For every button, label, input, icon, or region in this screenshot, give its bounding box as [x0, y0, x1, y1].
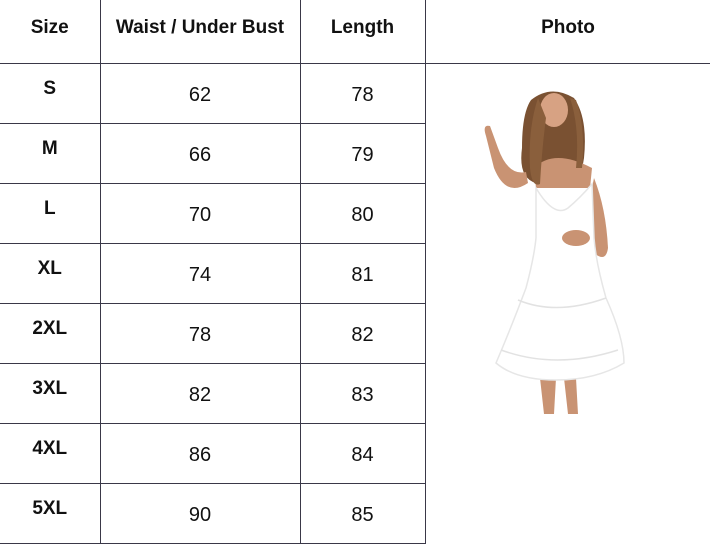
size-cell: 2XL [0, 303, 101, 364]
table-row: 2XL 78 82 [0, 303, 710, 364]
length-cell: 80 [299, 183, 426, 244]
length-cell: 78 [299, 63, 426, 124]
header-length: Length [299, 0, 426, 64]
length-cell: 84 [299, 423, 426, 484]
table-row: S 62 78 [0, 63, 710, 544]
header-photo: Photo [424, 0, 710, 64]
waist-cell: 90 [99, 483, 301, 544]
waist-cell: 86 [99, 423, 301, 484]
header-size: Size [0, 0, 101, 64]
waist-cell: 82 [99, 363, 301, 424]
product-photo [484, 91, 625, 414]
size-cell: XL [0, 243, 101, 304]
size-cell: S [0, 63, 101, 124]
length-cell: 83 [299, 363, 426, 424]
size-cell: 3XL [0, 363, 101, 424]
waist-cell: 70 [99, 183, 301, 244]
waist-cell: 78 [99, 303, 301, 364]
photo-cell [424, 63, 710, 544]
length-cell: 81 [299, 243, 426, 304]
waist-cell: 66 [99, 123, 301, 184]
table-row: XL 74 81 [0, 243, 710, 304]
size-cell: L [0, 183, 101, 244]
table-row: M 66 79 [0, 123, 710, 184]
length-cell: 85 [299, 483, 426, 544]
size-cell: M [0, 123, 101, 184]
header-waist: Waist / Under Bust [99, 0, 301, 64]
size-cell: 4XL [0, 423, 101, 484]
header-row: Size Waist / Under Bust Length Photo [0, 0, 710, 64]
length-cell: 79 [299, 123, 426, 184]
waist-cell: 74 [99, 243, 301, 304]
waist-cell: 62 [99, 63, 301, 124]
size-cell: 5XL [0, 483, 101, 544]
length-cell: 82 [299, 303, 426, 364]
